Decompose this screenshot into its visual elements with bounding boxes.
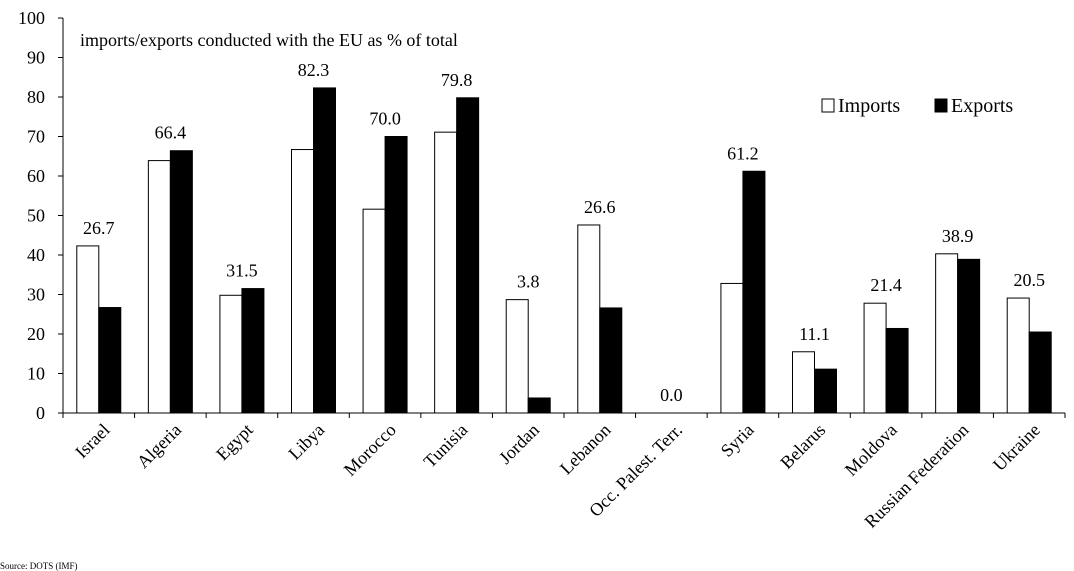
bar-exports-4 bbox=[384, 136, 408, 414]
legend-label-imports: Imports bbox=[838, 95, 900, 117]
bar-imports-10 bbox=[792, 351, 815, 414]
category-label: Egypt bbox=[212, 420, 257, 465]
bar-exports-2 bbox=[241, 288, 265, 414]
bar-exports-10 bbox=[814, 368, 837, 414]
category-label: Israel bbox=[71, 420, 113, 462]
category-label: Tunisia bbox=[420, 420, 472, 472]
bar-exports-7 bbox=[599, 307, 623, 414]
source-note: Source: DOTS (IMF) bbox=[0, 561, 78, 571]
category-label: Ukraine bbox=[989, 420, 1044, 475]
data-label-exports-2: 31.5 bbox=[226, 261, 258, 281]
category-label: Belarus bbox=[776, 420, 829, 473]
bar-exports-11 bbox=[885, 327, 909, 414]
y-tick-label: 90 bbox=[27, 48, 45, 68]
data-labels: 26.7 66.4 31.5 82.3 70.0 79.8 3.8 26.6 0.0 61.2 11… bbox=[83, 60, 1045, 405]
data-label-exports-6: 3.8 bbox=[517, 272, 540, 292]
data-label-exports-12: 38.9 bbox=[942, 226, 974, 246]
bar-exports-0 bbox=[98, 307, 122, 414]
category-label: Moldova bbox=[841, 420, 901, 480]
legend-swatch-exports bbox=[934, 98, 948, 113]
category-label: Syria bbox=[717, 420, 758, 461]
bar-imports-11 bbox=[863, 302, 887, 414]
y-tick-label: 0 bbox=[36, 403, 45, 423]
legend: Imports Exports bbox=[821, 95, 1013, 117]
data-label-exports-5: 79.8 bbox=[441, 70, 473, 90]
y-tick-label: 80 bbox=[27, 87, 45, 107]
data-label-exports-7: 26.6 bbox=[584, 197, 616, 217]
y-tick-label: 10 bbox=[27, 364, 45, 384]
category-label: Morocco bbox=[340, 420, 400, 480]
bar-exports-6 bbox=[527, 397, 551, 414]
bar-exports-12 bbox=[957, 258, 981, 414]
bar-exports-13 bbox=[1028, 331, 1052, 414]
data-label-exports-9: 61.2 bbox=[727, 143, 759, 163]
bar-exports-3 bbox=[313, 87, 336, 414]
bar-imports-7 bbox=[577, 224, 601, 414]
data-label-exports-10: 11.1 bbox=[799, 324, 830, 344]
bar-imports-13 bbox=[1006, 297, 1030, 414]
y-tick-label: 50 bbox=[27, 206, 45, 226]
bar-imports-2 bbox=[219, 294, 243, 414]
bar-exports-1 bbox=[169, 150, 193, 414]
category-labels: Israel Algeria Egypt Libya Morocco Tunisia Jor… bbox=[71, 420, 1044, 532]
category-label: Libya bbox=[284, 420, 328, 464]
bar-imports-1 bbox=[147, 160, 171, 414]
bar-exports-5 bbox=[456, 97, 480, 414]
bars bbox=[76, 87, 1052, 414]
data-label-exports-8: 0.0 bbox=[660, 385, 683, 405]
data-label-exports-4: 70.0 bbox=[369, 109, 401, 129]
category-label: Lebanon bbox=[556, 420, 615, 479]
legend-label-exports: Exports bbox=[951, 95, 1013, 117]
y-tick-label: 70 bbox=[27, 127, 45, 147]
bar-imports-9 bbox=[720, 282, 744, 414]
y-axis: 0 10 20 30 40 50 60 70 80 90 100 bbox=[18, 8, 64, 423]
y-tick-label: 100 bbox=[18, 8, 45, 28]
data-label-exports-0: 26.7 bbox=[83, 218, 115, 238]
legend-swatch-imports bbox=[821, 98, 835, 113]
data-label-exports-11: 21.4 bbox=[870, 275, 902, 295]
bar-imports-0 bbox=[76, 245, 100, 414]
category-label: Algeria bbox=[133, 420, 185, 472]
category-label: Jordan bbox=[495, 420, 543, 468]
y-tick-label: 20 bbox=[27, 324, 45, 344]
bar-imports-12 bbox=[935, 253, 959, 414]
data-label-exports-1: 66.4 bbox=[155, 123, 187, 143]
bar-imports-5 bbox=[434, 131, 458, 414]
chart-annotation: imports/exports conducted with the EU as… bbox=[80, 30, 458, 50]
bar-exports-9 bbox=[742, 170, 766, 414]
y-tick-label: 30 bbox=[27, 285, 45, 305]
bar-imports-6 bbox=[505, 299, 529, 414]
y-tick-label: 40 bbox=[27, 245, 45, 265]
x-axis bbox=[62, 412, 1066, 418]
data-label-exports-3: 82.3 bbox=[298, 60, 330, 80]
bar-imports-4 bbox=[362, 208, 386, 414]
data-label-exports-13: 20.5 bbox=[1013, 270, 1045, 290]
bar-imports-3 bbox=[291, 149, 314, 414]
y-tick-label: 60 bbox=[27, 166, 45, 186]
